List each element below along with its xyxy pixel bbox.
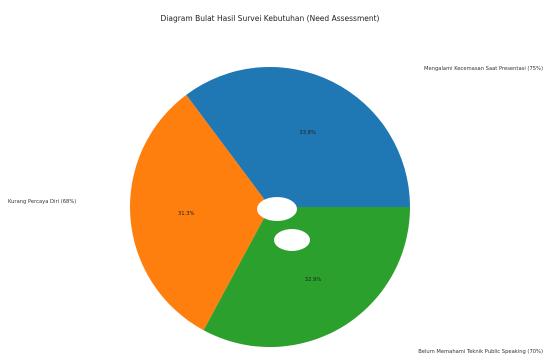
pie-slice-label: Belum Memahami Teknik Public Speaking (7… xyxy=(418,349,543,355)
chart-title: Diagram Bulat Hasil Survei Kebutuhan (Ne… xyxy=(161,14,380,23)
pie-slice-label: Kurang Percaya Diri (68%) xyxy=(8,199,76,205)
pie-slice-2 xyxy=(130,94,270,331)
redaction-blob xyxy=(257,197,297,221)
redaction-marks xyxy=(257,197,310,251)
pie-slice-percent-label: 32.9% xyxy=(305,277,322,283)
pie-slice-label: Mengalami Kecemasan Saat Presentasi (75%… xyxy=(424,66,543,72)
pie-slice-3 xyxy=(203,207,410,347)
pie-slice-percent-label: 31.3% xyxy=(178,211,195,217)
pie-slices xyxy=(130,67,411,347)
pie-labels: 33.8% Mengalami Kecemasan Saat Presentasi… xyxy=(8,66,543,355)
pie-slice-percent-label: 33.8% xyxy=(299,130,316,136)
redaction-blob xyxy=(274,229,310,251)
pie-slice-1 xyxy=(186,67,411,207)
